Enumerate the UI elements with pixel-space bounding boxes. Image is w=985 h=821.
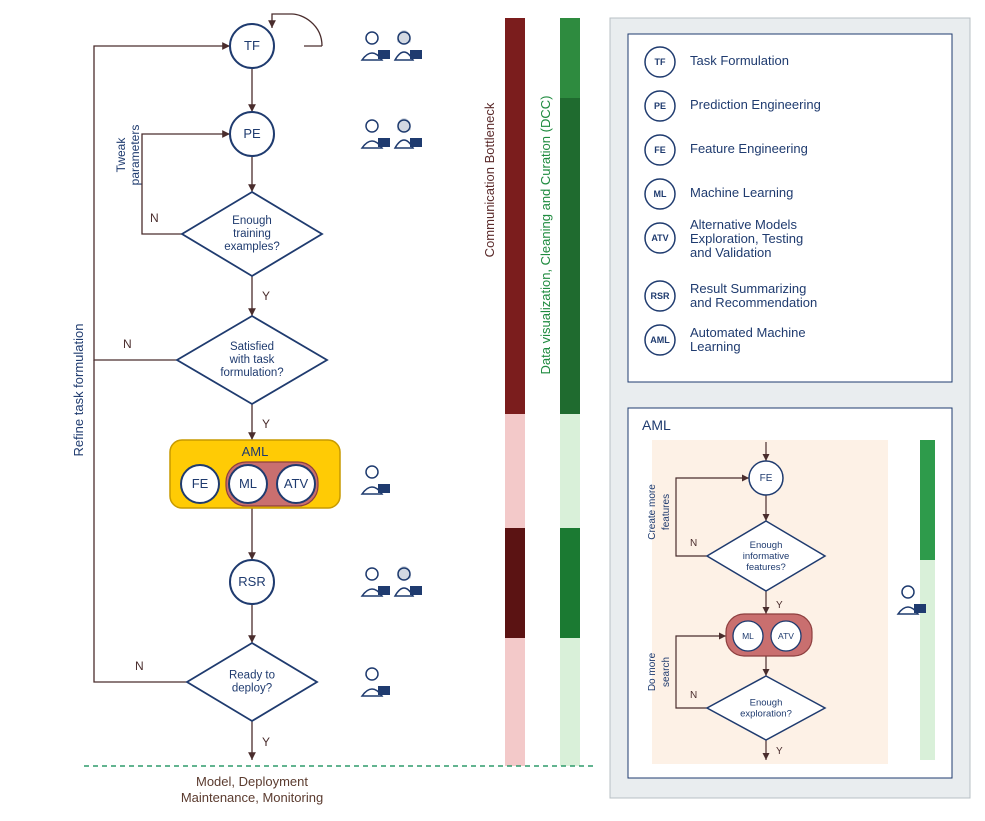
aml-node-ml-label: ML: [742, 631, 754, 641]
node-q-satisfied-text-2: formulation?: [220, 367, 283, 379]
legend-text-ml: Machine Learning: [690, 185, 793, 200]
legend-abbr-atv: ATV: [651, 233, 668, 243]
legend-text-aml: Automated Machine: [690, 325, 806, 340]
node-tf-label: TF: [244, 38, 260, 53]
bar-red-seg-2: [505, 528, 525, 638]
bar-red-seg-0: [505, 18, 525, 414]
bar-green-seg-1: [560, 98, 580, 414]
aml-edge-label-5: N: [690, 690, 697, 701]
legend-abbr-ml: ML: [654, 189, 667, 199]
bar-red-seg-1: [505, 414, 525, 528]
node-aml-title: AML: [242, 444, 269, 459]
aml-panel-title: AML: [642, 417, 671, 433]
aml-q-features-t1: informative: [743, 551, 789, 562]
edge-label-9: Y: [262, 735, 270, 749]
node-q-deploy-text-0: Ready to: [229, 670, 275, 682]
node-aml-ml-label: ML: [239, 476, 257, 491]
legend-text-aml: Learning: [690, 339, 741, 354]
legend-text-tf: Task Formulation: [690, 53, 789, 68]
svg-text:Data visualization, Cleaning a: Data visualization, Cleaning and Curatio…: [538, 96, 553, 375]
aml-q-exploration-t0: Enough: [750, 698, 783, 709]
aml-q-features-t0: Enough: [750, 540, 783, 551]
edge-label-3: N: [150, 211, 159, 225]
aml-edge-label-6: Y: [776, 746, 783, 757]
aml-q-features-t2: features?: [746, 562, 786, 573]
legend-text-atv: Exploration, Testing: [690, 231, 803, 246]
legend-abbr-tf: TF: [655, 57, 666, 67]
legend-text-atv: Alternative Models: [690, 217, 797, 232]
edge-label-2: Y: [262, 289, 270, 303]
legend-text-rsr: and Recommendation: [690, 295, 817, 310]
legend-abbr-aml: AML: [650, 335, 670, 345]
legend-text-pe: Prediction Engineering: [690, 97, 821, 112]
aml-bar-seg-1: [920, 560, 935, 760]
svg-text:Refine task formulation: Refine task formulation: [71, 324, 86, 457]
node-q-training-text-0: Enough: [232, 215, 272, 227]
legend-abbr-pe: PE: [654, 101, 666, 111]
bar-green-seg-0: [560, 18, 580, 98]
node-q-satisfied-text-0: Satisfied: [230, 341, 274, 353]
node-pe-label: PE: [243, 126, 261, 141]
legend-text-atv: and Validation: [690, 245, 771, 260]
edge-label-8: N: [135, 659, 144, 673]
aml-bar-seg-0: [920, 440, 935, 560]
aml-node-atv-label: ATV: [778, 631, 794, 641]
edge-label-4: Y: [262, 417, 270, 431]
footer-text-0: Model, Deployment: [196, 774, 308, 789]
node-rsr-label: RSR: [238, 574, 265, 589]
node-q-training-text-2: examples?: [224, 241, 280, 253]
node-q-deploy-text-1: deploy?: [232, 683, 272, 695]
legend-text-rsr: Result Summarizing: [690, 281, 806, 296]
bar-green-seg-3: [560, 528, 580, 638]
bar-green-seg-2: [560, 414, 580, 528]
bar-red-seg-3: [505, 638, 525, 766]
node-q-satisfied-text-1: with task: [229, 354, 275, 366]
label-refine: Refine task formulation: [71, 324, 86, 457]
label-dcc: Data visualization, Cleaning and Curatio…: [538, 96, 553, 375]
legend-abbr-rsr: RSR: [650, 291, 670, 301]
node-aml-fe-label: FE: [192, 476, 209, 491]
aml-edge-label-3: N: [690, 538, 697, 549]
bar-green-seg-4: [560, 638, 580, 766]
legend-abbr-fe: FE: [654, 145, 666, 155]
aml-edge-label-2: Y: [776, 600, 783, 611]
aml-q-exploration-t1: exploration?: [740, 709, 792, 720]
legend-text-fe: Feature Engineering: [690, 141, 808, 156]
aml-node-fe-label: FE: [760, 473, 773, 484]
footer-text-1: Maintenance, Monitoring: [181, 790, 323, 805]
edge-label-5: N: [123, 337, 132, 351]
svg-text:Communication Bottleneck: Communication Bottleneck: [482, 102, 497, 257]
node-q-training-text-1: training: [233, 228, 271, 240]
label-comm: Communication Bottleneck: [482, 102, 497, 257]
node-aml-atv-label: ATV: [284, 476, 309, 491]
